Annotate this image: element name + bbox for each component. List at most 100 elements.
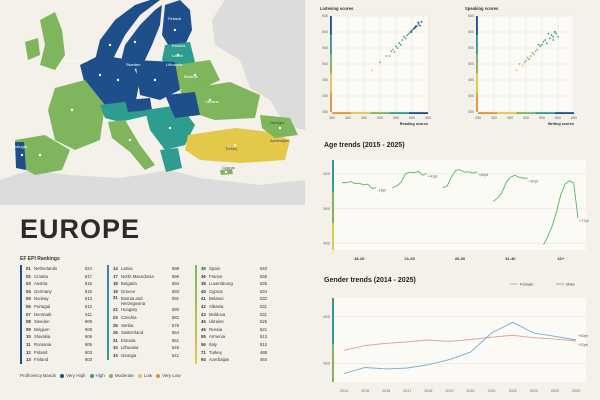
country-name: Germany <box>34 288 52 294</box>
legend-series-name: Female <box>520 281 534 286</box>
italy-shape <box>108 120 155 170</box>
country-name: Croatia <box>34 273 48 279</box>
country-score: 612 <box>84 303 92 309</box>
x-band-segment <box>408 112 428 114</box>
scatter-point <box>393 50 396 53</box>
y-band-segment <box>330 92 332 112</box>
caucasus-shape <box>260 115 298 138</box>
rank-number: 08 <box>26 319 31 325</box>
country-name: Italy <box>209 341 217 347</box>
ranking-row: 42 Albania 531 <box>195 303 267 311</box>
ranking-row: 26 Switzerland 564 <box>107 329 179 337</box>
city-markers <box>20 28 282 174</box>
rank-number: 05 <box>26 296 31 302</box>
turkey-shape <box>185 128 290 163</box>
country-name: Albania <box>209 303 224 309</box>
belarus-shape <box>175 60 220 92</box>
y-band-segment <box>476 54 478 74</box>
scatter-point <box>417 23 420 25</box>
x-tick-label: 2015 <box>361 389 369 393</box>
map-label: Turkey <box>225 146 237 151</box>
country-score: 590 <box>171 307 179 313</box>
country-name: Bulgaria <box>121 281 137 287</box>
rank-number: 03 <box>26 281 31 287</box>
ranking-row: 04 Germany 615 <box>20 288 92 296</box>
map-label: Portugal <box>12 144 27 149</box>
legend-text: Very High <box>66 373 86 378</box>
age-trend-line <box>341 181 377 189</box>
x-band-segment <box>497 112 517 114</box>
x-tick-label: 500 <box>523 116 529 120</box>
scatter-point <box>390 50 393 53</box>
country-score: 531 <box>259 303 267 309</box>
y-tick-label: 600 <box>468 30 474 34</box>
austria-shape <box>125 98 152 112</box>
ranking-row: 55 Armenia 513 <box>195 333 267 341</box>
scatter-point <box>518 63 521 65</box>
country-score: 561 <box>171 337 179 343</box>
age-group-label: 26-30 <box>455 256 466 261</box>
scatter-point <box>545 42 548 45</box>
map-label: Belarus <box>184 74 198 79</box>
y-band-segment <box>330 35 332 55</box>
y-band-segment <box>476 73 478 93</box>
x-tick-label: 2017 <box>403 389 411 393</box>
y-band-segment <box>476 16 478 36</box>
country-name: Bosnia and Herzegovina <box>121 296 146 307</box>
ranking-row: 13 Finland 603 <box>20 356 92 364</box>
x-tick-label: 2020 <box>467 389 475 393</box>
country-name: Switzerland <box>121 330 144 336</box>
ranking-row: 02 Croatia 617 <box>20 273 92 281</box>
x-axis-label: Reading scores <box>400 122 428 126</box>
y-tick-label: 650 <box>468 14 474 18</box>
ranking-row: 07 Denmark 611 <box>20 311 92 319</box>
country-name: Netherlands <box>34 266 58 271</box>
scatter-point <box>411 29 413 32</box>
map-label: Lithuania <box>166 62 183 67</box>
ranking-row: 06 Portugal 612 <box>20 303 92 311</box>
ranking-row: 38 Luxembourg 535 <box>195 280 267 288</box>
y-tick-label: 600 <box>322 30 328 34</box>
france-shape <box>48 80 105 150</box>
y-tick-label: 600 <box>323 314 330 319</box>
rank-number: 19 <box>113 288 118 294</box>
country-name: Latvia <box>121 266 133 271</box>
scatter2-title: Speaking scores <box>465 6 499 11</box>
country-score: 596 <box>171 273 179 279</box>
gender-trends-chart: 600 500 2014 2015 2016 2017 2018 2019 2020 2021 20… <box>323 281 588 393</box>
country-score: 512 <box>259 341 267 347</box>
legend-dot <box>89 373 94 378</box>
scatter-point <box>528 58 531 61</box>
scatter-point <box>547 32 550 35</box>
gender-trend-line <box>343 334 577 351</box>
country-score: 532 <box>259 296 267 302</box>
x-band-segment <box>332 112 352 114</box>
country-score: 531 <box>259 311 267 317</box>
rank-number: 17 <box>113 273 118 279</box>
legend-item: Low <box>137 373 152 378</box>
legend-dot <box>156 373 161 378</box>
y-band-segment <box>332 160 334 192</box>
rank-number: 02 <box>26 273 31 279</box>
country-name: Poland <box>34 349 48 355</box>
ranking-row: 33 Lithuania 545 <box>107 344 179 352</box>
rank-number: 41 <box>201 296 206 302</box>
country-name: Finland <box>34 357 49 363</box>
band-bar <box>20 265 22 364</box>
ranking-row: 46 Russia 521 <box>195 326 267 334</box>
legend-item: Very High <box>60 373 86 378</box>
country-score: 564 <box>171 330 179 336</box>
country-score: 603 <box>84 357 92 363</box>
age-trends-chart: 600 500 400 -15pt 18-20 +41pt 21-25 +46pt 26-30 +… <box>323 160 590 261</box>
x-tick-label: 450 <box>507 116 513 120</box>
x-tick-label: 650 <box>425 116 431 120</box>
band-bar <box>107 265 109 360</box>
x-band-segment <box>554 112 574 114</box>
map-label: Azerbaijan <box>270 138 289 143</box>
rank-number: 34 <box>113 352 118 358</box>
x-tick-label: 2016 <box>382 389 390 393</box>
scatter-point <box>533 53 535 56</box>
x-axis-label: Writing scores <box>548 122 574 126</box>
x-tick-label: 600 <box>409 116 415 120</box>
scatter-point <box>542 40 545 43</box>
